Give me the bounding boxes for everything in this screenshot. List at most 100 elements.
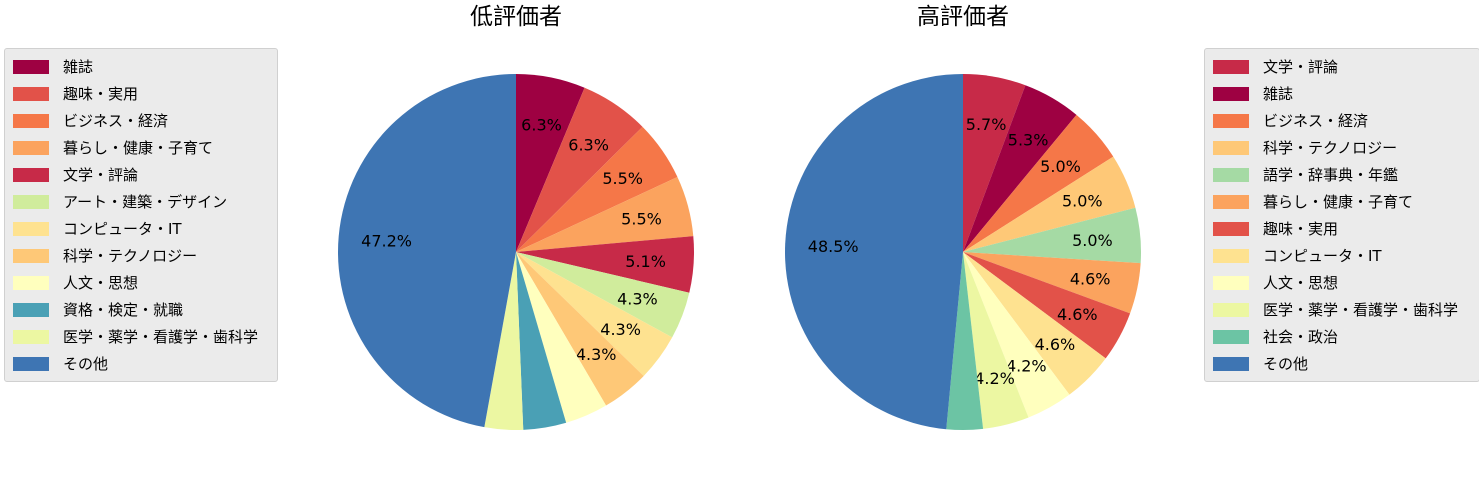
legend-label: コンピュータ・IT <box>1263 247 1382 265</box>
legend-swatch <box>13 275 49 290</box>
legend-item: 雑誌 <box>1213 80 1471 107</box>
pie-slice <box>963 252 1106 395</box>
legend-item: コンピュータ・IT <box>13 215 269 242</box>
legend-swatch <box>1213 302 1249 317</box>
slice-value-label: 5.7% <box>966 115 1007 134</box>
legend-item: 科学・テクノロジー <box>13 242 269 269</box>
pie-slice <box>516 252 690 338</box>
legend-swatch <box>1213 275 1249 290</box>
legend-swatch <box>13 167 49 182</box>
legend-item: 語学・辞事典・年鑑 <box>1213 161 1471 188</box>
legend-item: 人文・思想 <box>1213 269 1471 296</box>
legend-label: 語学・辞事典・年鑑 <box>1263 166 1399 184</box>
legend-swatch <box>13 140 49 155</box>
slice-value-label: 4.3% <box>576 345 617 364</box>
legend-swatch <box>1213 356 1249 371</box>
legend-swatch <box>13 113 49 128</box>
slice-value-label: 48.5% <box>808 237 859 256</box>
pie-slice <box>963 252 1141 314</box>
legend-item: 暮らし・健康・子育て <box>13 134 269 161</box>
pie-high: 5.7%5.3% 5.0% 5.0% 5.0% 4.6% 4.6% 4.6% 4.2%4.2%… <box>785 73 1142 430</box>
pie-slice <box>963 207 1142 264</box>
legend-swatch <box>13 194 49 209</box>
legend-item: 医学・薬学・看護学・歯科学 <box>1213 296 1471 323</box>
legend-item: ビジネス・経済 <box>1213 107 1471 134</box>
pie-slice <box>516 126 678 252</box>
slice-value-label: 4.3% <box>600 320 641 339</box>
pie-slice <box>516 252 673 376</box>
legend-swatch <box>13 59 49 74</box>
legend-item: アート・建築・デザイン <box>13 188 269 215</box>
legend-label: 暮らし・健康・子育て <box>1263 193 1414 211</box>
legend-low: 雑誌趣味・実用ビジネス・経済暮らし・健康・子育て 文学・評論アート・建築・デザイン… <box>4 48 278 382</box>
chart-title-high: 高評価者 <box>917 4 1009 30</box>
legend-label: 人文・思想 <box>1263 274 1339 292</box>
slice-value-label: 4.2% <box>974 369 1015 388</box>
pie-slice <box>785 73 963 430</box>
legend-label: 科学・テクノロジー <box>63 247 198 265</box>
legend-item: 趣味・実用 <box>1213 215 1471 242</box>
legend-label: 雑誌 <box>1263 85 1294 103</box>
legend-item: 文学・評論 <box>13 161 269 188</box>
legend-label: ビジネス・経済 <box>1263 112 1369 130</box>
legend-swatch <box>1213 59 1249 74</box>
legend-label: その他 <box>63 355 109 373</box>
legend-label: 趣味・実用 <box>1263 220 1339 238</box>
pie-slice <box>963 74 1026 252</box>
legend-item: 医学・薬学・看護学・歯科学 <box>13 323 269 350</box>
pie-slice <box>516 177 694 252</box>
pie-slice <box>516 74 585 252</box>
pie-slice <box>516 87 643 253</box>
slice-value-label: 4.6% <box>1070 270 1111 289</box>
pie-slice <box>484 252 524 430</box>
legend-swatch <box>1213 329 1249 344</box>
legend-swatch <box>13 248 49 263</box>
legend-swatch <box>1213 113 1249 128</box>
slice-value-label: 5.0% <box>1062 191 1103 210</box>
pie-low: 6.3% 6.3% 5.5% 5.5% 5.1% 4.3% 4.3% 4.3% 47.2% <box>337 74 695 430</box>
legend-label: 文学・評論 <box>63 166 139 184</box>
pie-slice <box>516 252 567 430</box>
slice-value-label: 4.2% <box>1006 357 1047 376</box>
legend-item: 文学・評論 <box>1213 53 1471 80</box>
legend-swatch <box>1213 140 1249 155</box>
legend-label: 暮らし・健康・子育て <box>63 139 214 157</box>
pie-slice <box>963 85 1077 252</box>
legend-label: アート・建築・デザイン <box>63 193 228 211</box>
legend-swatch <box>1213 86 1249 101</box>
pie-slice <box>516 252 607 423</box>
legend-label: その他 <box>1263 355 1309 373</box>
pie-slice <box>946 252 984 430</box>
legend-item: 資格・検定・就職 <box>13 296 269 323</box>
legend-item: その他 <box>1213 350 1471 377</box>
legend-item: 雑誌 <box>13 53 269 80</box>
pie-slice <box>963 156 1136 252</box>
legend-label: 趣味・実用 <box>63 85 139 103</box>
legend-swatch <box>13 329 49 344</box>
slice-value-label: 6.3% <box>521 116 562 135</box>
legend-swatch <box>13 86 49 101</box>
slice-value-label: 5.3% <box>1008 131 1049 150</box>
pie-slice <box>963 252 1131 359</box>
slice-value-label: 6.3% <box>568 135 609 154</box>
legend-label: ビジネス・経済 <box>63 112 169 130</box>
chart-title-low: 低評価者 <box>470 4 562 30</box>
legend-item: コンピュータ・IT <box>1213 242 1471 269</box>
legend-label: コンピュータ・IT <box>63 220 182 238</box>
pie-slice <box>963 252 1029 429</box>
legend-label: 医学・薬学・看護学・歯科学 <box>1263 301 1459 319</box>
pie-slice <box>963 252 1070 418</box>
legend-item: 社会・政治 <box>1213 323 1471 350</box>
legend-label: 雑誌 <box>63 58 94 76</box>
slice-value-label: 4.6% <box>1057 305 1098 324</box>
legend-item: その他 <box>13 350 269 377</box>
legend-item: 科学・テクノロジー <box>1213 134 1471 161</box>
legend-item: 人文・思想 <box>13 269 269 296</box>
legend-item: ビジネス・経済 <box>13 107 269 134</box>
pie-slice <box>963 114 1114 252</box>
slice-value-label: 4.3% <box>617 290 658 309</box>
pie-slice <box>337 74 516 428</box>
pie-slice <box>516 236 695 293</box>
legend-item: 趣味・実用 <box>13 80 269 107</box>
